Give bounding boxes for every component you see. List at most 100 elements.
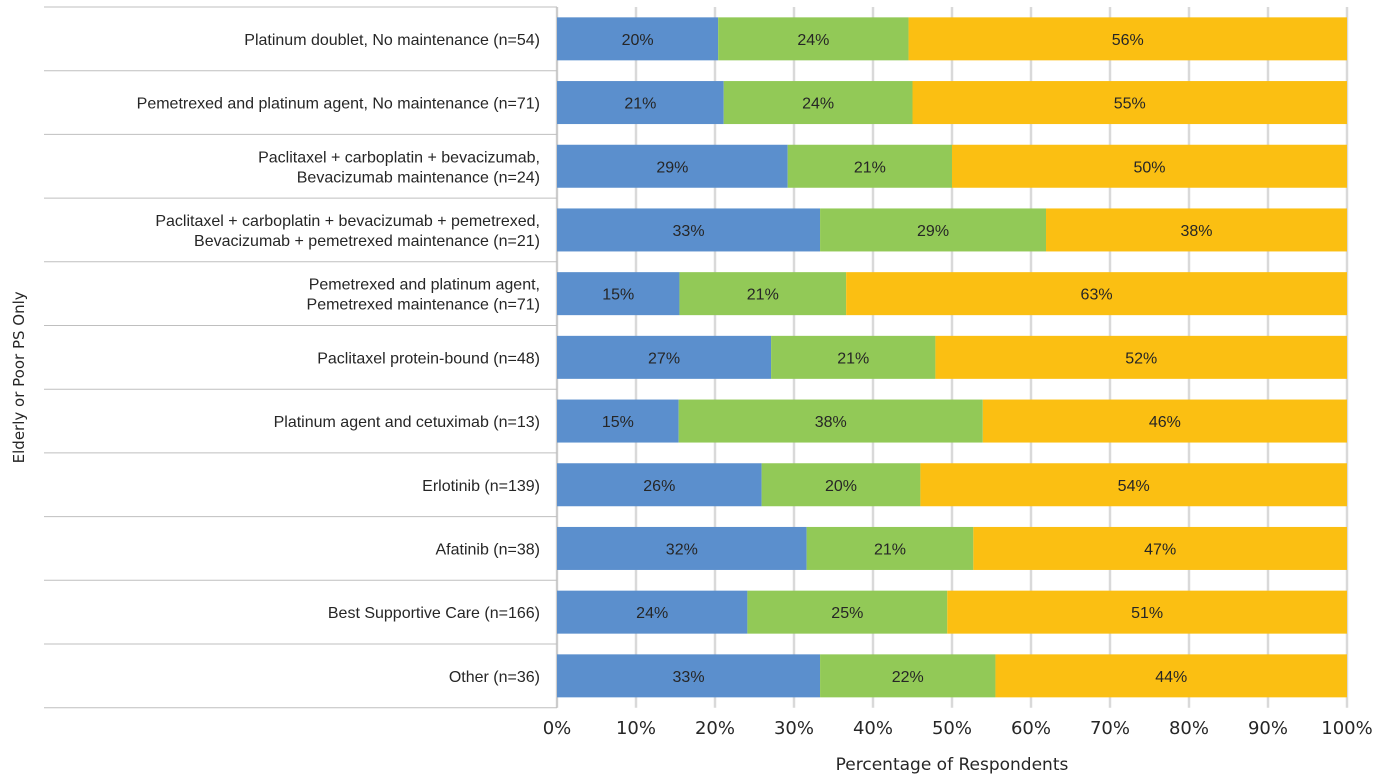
category-label: Erlotinib (n=139) bbox=[422, 478, 540, 495]
x-tick-label: 80% bbox=[1169, 718, 1209, 739]
x-tick-label: 60% bbox=[1011, 718, 1051, 739]
data-label: 38% bbox=[815, 414, 847, 431]
bar-segment bbox=[557, 81, 724, 125]
bar-segment bbox=[982, 399, 1347, 443]
data-label: 32% bbox=[666, 541, 698, 558]
x-tick-label: 10% bbox=[616, 718, 656, 739]
data-label: 46% bbox=[1149, 414, 1181, 431]
group-axis-title: Elderly or Poor PS Only bbox=[10, 291, 28, 463]
bar-segment bbox=[846, 272, 1347, 316]
bar-segment bbox=[912, 81, 1347, 125]
category-label: Paclitaxel + carboplatin + bevacizumab +… bbox=[155, 213, 540, 250]
data-label: 63% bbox=[1081, 287, 1113, 304]
data-label: 25% bbox=[831, 605, 863, 622]
category-label: Pemetrexed and platinum agent, Pemetrexed… bbox=[307, 277, 540, 314]
data-label: 15% bbox=[602, 414, 634, 431]
category-label: Paclitaxel protein-bound (n=48) bbox=[317, 350, 540, 367]
data-label: 38% bbox=[1180, 223, 1212, 240]
category-label-line: Pemetrexed maintenance (n=71) bbox=[307, 297, 540, 314]
category-label-line: Paclitaxel protein-bound (n=48) bbox=[317, 350, 540, 367]
bar-segment bbox=[820, 654, 996, 698]
x-tick-label: 30% bbox=[774, 718, 814, 739]
bar-segment bbox=[718, 17, 909, 61]
data-label: 44% bbox=[1155, 669, 1187, 686]
category-label-line: Other (n=36) bbox=[449, 669, 540, 686]
bar-segment bbox=[557, 654, 821, 698]
data-label: 21% bbox=[874, 541, 906, 558]
data-label: 27% bbox=[648, 350, 680, 367]
data-label: 52% bbox=[1125, 350, 1157, 367]
data-label: 51% bbox=[1131, 605, 1163, 622]
category-label: Other (n=36) bbox=[449, 669, 540, 686]
data-label: 56% bbox=[1112, 32, 1144, 49]
category-label: Paclitaxel + carboplatin + bevacizumab, B… bbox=[258, 149, 540, 186]
category-label-line: Paclitaxel + carboplatin + bevacizumab, bbox=[258, 149, 540, 166]
data-label: 21% bbox=[837, 350, 869, 367]
category-label-line: Paclitaxel + carboplatin + bevacizumab +… bbox=[155, 213, 540, 230]
bar-segment bbox=[557, 399, 679, 443]
bar-segment bbox=[679, 272, 847, 316]
bar-segment bbox=[557, 17, 719, 61]
bar-segment bbox=[557, 272, 680, 316]
data-label: 24% bbox=[802, 96, 834, 113]
x-tick-label: 40% bbox=[853, 718, 893, 739]
category-label-line: Erlotinib (n=139) bbox=[422, 478, 540, 495]
x-tick-label: 100% bbox=[1321, 718, 1372, 739]
category-label-line: Afatinib (n=38) bbox=[435, 541, 540, 558]
x-tick-label: 70% bbox=[1090, 718, 1130, 739]
data-label: 21% bbox=[747, 287, 779, 304]
data-label: 33% bbox=[673, 669, 705, 686]
data-label: 21% bbox=[854, 159, 886, 176]
data-label: 20% bbox=[825, 478, 857, 495]
category-label: Pemetrexed and platinum agent, No mainte… bbox=[137, 96, 540, 113]
bars: 20% 24% 56% 21% 24% 55% 29% 21% 50% 33% 29% 38% 15% 2… bbox=[557, 17, 1347, 698]
bar-segment bbox=[995, 654, 1347, 698]
data-label: 54% bbox=[1118, 478, 1150, 495]
bar-segment bbox=[935, 335, 1347, 379]
category-label: Platinum doublet, No maintenance (n=54) bbox=[244, 32, 540, 49]
bar-segment bbox=[787, 144, 952, 188]
bar-segment bbox=[820, 208, 1047, 252]
x-tick-label: 20% bbox=[695, 718, 735, 739]
data-label: 20% bbox=[622, 32, 654, 49]
bar-segment bbox=[557, 208, 821, 252]
bar-segment bbox=[557, 526, 807, 570]
bar-segment bbox=[947, 590, 1347, 634]
bar-segment bbox=[747, 590, 948, 634]
category-label: Platinum agent and cetuximab (n=13) bbox=[274, 414, 540, 431]
category-label-line: Platinum agent and cetuximab (n=13) bbox=[274, 414, 540, 431]
data-label: 33% bbox=[673, 223, 705, 240]
data-label: 22% bbox=[892, 669, 924, 686]
bar-segment bbox=[761, 463, 921, 507]
x-axis-title: Percentage of Respondents bbox=[836, 755, 1069, 775]
x-tick-label: 50% bbox=[932, 718, 972, 739]
row-dividers bbox=[44, 6, 558, 709]
bar-segment bbox=[678, 399, 983, 443]
data-label: 21% bbox=[624, 96, 656, 113]
data-label: 24% bbox=[797, 32, 829, 49]
bar-segment bbox=[557, 590, 748, 634]
bar-segment bbox=[557, 335, 772, 379]
category-label-line: Platinum doublet, No maintenance (n=54) bbox=[244, 32, 540, 49]
bar-segment bbox=[952, 144, 1347, 188]
bar-segment bbox=[723, 81, 913, 125]
data-label: 29% bbox=[656, 159, 688, 176]
x-tick-label: 90% bbox=[1248, 718, 1288, 739]
bar-segment bbox=[973, 526, 1347, 570]
data-label: 24% bbox=[636, 605, 668, 622]
data-label: 26% bbox=[643, 478, 675, 495]
category-label-line: Bevacizumab maintenance (n=24) bbox=[297, 169, 540, 186]
bar-segment bbox=[1046, 208, 1347, 252]
category-label-line: Bevacizumab + pemetrexed maintenance (n=… bbox=[194, 233, 540, 250]
data-label: 50% bbox=[1133, 159, 1165, 176]
bar-segment bbox=[771, 335, 936, 379]
bar-segment bbox=[908, 17, 1347, 61]
bar-segment bbox=[920, 463, 1347, 507]
data-label: 55% bbox=[1114, 96, 1146, 113]
category-label: Best Supportive Care (n=166) bbox=[328, 605, 540, 622]
bar-segment bbox=[557, 463, 762, 507]
category-label-line: Pemetrexed and platinum agent, No mainte… bbox=[137, 96, 540, 113]
category-labels: Platinum doublet, No maintenance (n=54) P… bbox=[137, 32, 540, 686]
